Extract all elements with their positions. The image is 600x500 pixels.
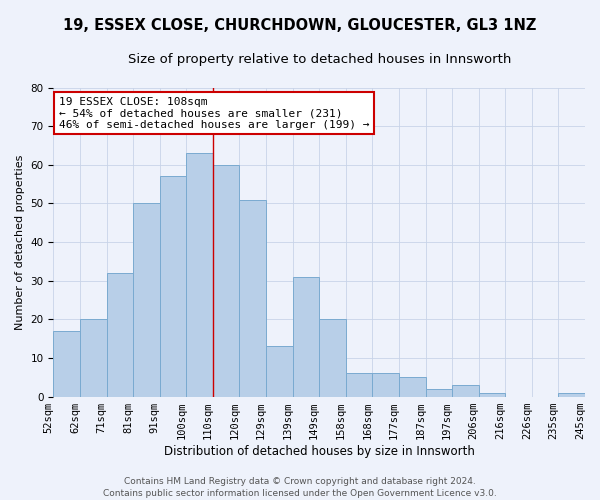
Text: Contains HM Land Registry data © Crown copyright and database right 2024.
Contai: Contains HM Land Registry data © Crown c… <box>103 476 497 498</box>
X-axis label: Distribution of detached houses by size in Innsworth: Distribution of detached houses by size … <box>164 444 475 458</box>
Bar <box>239 200 266 396</box>
Bar <box>213 165 239 396</box>
Bar <box>319 320 346 396</box>
Bar <box>266 346 293 397</box>
Bar <box>107 273 133 396</box>
Bar <box>425 389 452 396</box>
Bar <box>479 392 505 396</box>
Bar <box>373 374 399 396</box>
Title: Size of property relative to detached houses in Innsworth: Size of property relative to detached ho… <box>128 52 511 66</box>
Text: 19, ESSEX CLOSE, CHURCHDOWN, GLOUCESTER, GL3 1NZ: 19, ESSEX CLOSE, CHURCHDOWN, GLOUCESTER,… <box>64 18 536 32</box>
Bar <box>346 374 373 396</box>
Bar <box>133 204 160 396</box>
Bar <box>187 153 213 396</box>
Y-axis label: Number of detached properties: Number of detached properties <box>15 154 25 330</box>
Bar <box>293 277 319 396</box>
Text: 19 ESSEX CLOSE: 108sqm
← 54% of detached houses are smaller (231)
46% of semi-de: 19 ESSEX CLOSE: 108sqm ← 54% of detached… <box>59 97 369 130</box>
Bar <box>160 176 187 396</box>
Bar <box>80 320 107 396</box>
Bar <box>53 331 80 396</box>
Bar <box>452 385 479 396</box>
Bar <box>399 378 425 396</box>
Bar <box>559 392 585 396</box>
